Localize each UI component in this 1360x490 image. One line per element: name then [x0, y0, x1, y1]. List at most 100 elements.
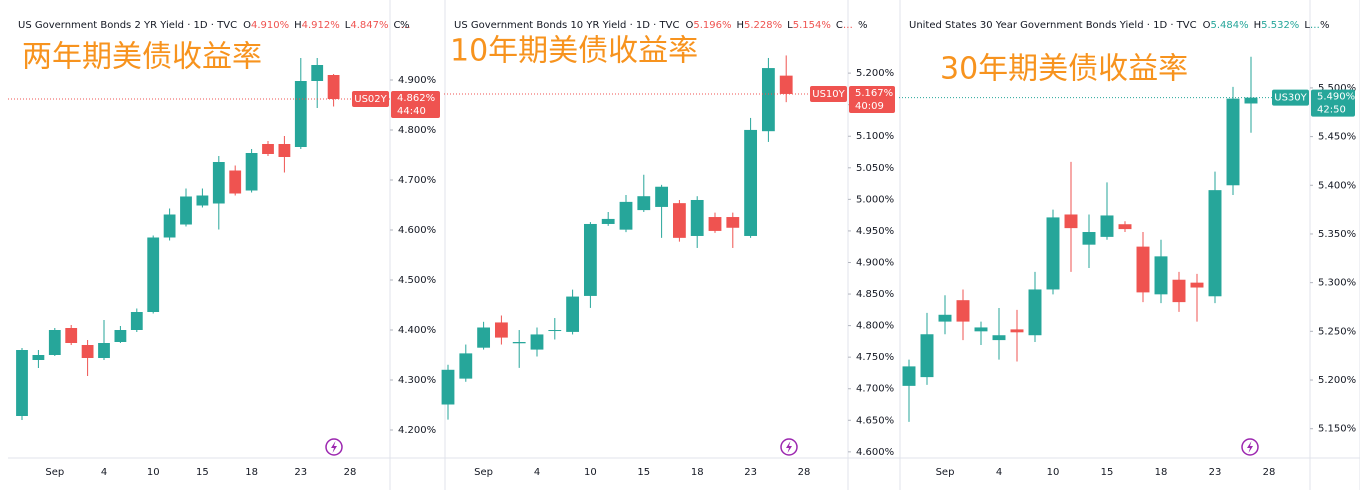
- candle-body: [81, 345, 94, 358]
- y-tick-label: 4.900%: [856, 257, 894, 268]
- candle-body: [512, 342, 526, 344]
- candle-body: [1064, 214, 1078, 229]
- event-icon-bolt: [331, 441, 337, 453]
- candle-body: [1136, 246, 1150, 293]
- candle-body: [902, 366, 916, 386]
- price-tag-bg: [1311, 89, 1355, 117]
- candle-body: [311, 65, 324, 81]
- legend-value: 4.847%: [350, 20, 388, 31]
- y-tick-label: 5.200%: [1318, 375, 1356, 386]
- x-tick-label: 28: [1263, 467, 1276, 478]
- legend-key: H: [736, 20, 744, 31]
- price-tag-bg: [391, 91, 440, 118]
- candle-body: [530, 334, 544, 350]
- legend-value: 5.484%: [1211, 20, 1249, 31]
- price-tag: 5.167%: [855, 88, 893, 99]
- x-tick-label: 4: [996, 467, 1002, 478]
- y-tick-label: 4.500%: [398, 275, 436, 286]
- candle-body: [441, 369, 455, 405]
- candle-body: [744, 129, 758, 236]
- x-tick-label: 18: [691, 467, 704, 478]
- candle-body: [992, 335, 1006, 341]
- candle-body: [637, 196, 651, 211]
- candle-body: [920, 334, 934, 378]
- candle-body: [229, 170, 242, 194]
- candle-body: [938, 314, 952, 322]
- legend-value: …: [1310, 20, 1320, 31]
- candle-body: [779, 75, 793, 94]
- legend-key: L: [345, 20, 351, 31]
- countdown: 42:50: [1317, 105, 1346, 116]
- axis-unit: %: [1320, 20, 1330, 31]
- candle-body: [761, 68, 775, 132]
- legend-value: 5.228%: [744, 20, 782, 31]
- chart-panel: US Government Bonds 2 YR Yield · 1D · TV…: [8, 0, 446, 490]
- candle-body: [1190, 282, 1204, 288]
- x-tick-label: 10: [1047, 467, 1060, 478]
- y-tick-label: 4.950%: [856, 226, 894, 237]
- candle-body: [956, 300, 970, 322]
- countdown: 44:40: [397, 106, 426, 117]
- chart-annotation: 30年期美债收益率: [940, 52, 1188, 87]
- chart-panel: US Government Bonds 10 YR Yield · 1D · T…: [441, 0, 901, 490]
- x-tick-label: 4: [534, 467, 540, 478]
- legend-key: H: [294, 20, 302, 31]
- legend-value: 4.912%: [302, 20, 340, 31]
- x-tick-label: Sep: [45, 467, 64, 478]
- candle-body: [114, 330, 127, 342]
- y-tick-label: 5.250%: [1318, 326, 1356, 337]
- symbol-tag-bg: [1272, 89, 1309, 106]
- candle-body: [672, 203, 686, 238]
- y-tick-label: 4.850%: [856, 289, 894, 300]
- candle-body: [163, 214, 176, 238]
- candle-body: [130, 312, 143, 330]
- legend-value: …: [843, 20, 853, 31]
- y-tick-label: 5.400%: [1318, 180, 1356, 191]
- y-tick-label: 4.700%: [856, 384, 894, 395]
- chart-annotation: 10年期美债收益率: [450, 34, 698, 69]
- candle-body: [601, 218, 615, 224]
- symbol-tag: US10Y: [812, 89, 845, 100]
- x-tick-label: 23: [294, 467, 307, 478]
- legend-value: …: [400, 20, 410, 31]
- chart-header: US Government Bonds 10 YR Yield · 1D · T…: [454, 20, 679, 31]
- candle-body: [477, 327, 491, 348]
- y-tick-label: 4.800%: [856, 321, 894, 332]
- legend-key: L: [1304, 20, 1310, 31]
- candle-body: [655, 186, 669, 207]
- x-tick-label: 18: [1155, 467, 1168, 478]
- candle-body: [262, 144, 274, 154]
- y-tick-label: 5.050%: [856, 163, 894, 174]
- candle-body: [327, 75, 340, 99]
- candle-body: [1118, 224, 1132, 230]
- candle-body: [708, 217, 722, 231]
- y-tick-label: 5.450%: [1318, 132, 1356, 143]
- x-tick-label: Sep: [474, 467, 493, 478]
- candle-body: [726, 217, 740, 228]
- y-tick-label: 5.300%: [1318, 278, 1356, 289]
- candle-body: [548, 330, 562, 332]
- chart-annotation: 两年期美债收益率: [22, 40, 262, 75]
- x-tick-label: 15: [637, 467, 650, 478]
- symbol-tag-bg: [352, 91, 389, 107]
- symbol-tag-bg: [810, 85, 847, 102]
- y-tick-label: 5.150%: [1318, 424, 1356, 435]
- y-tick-label: 4.650%: [856, 415, 894, 426]
- symbol-tag: US30Y: [1274, 93, 1307, 104]
- candle-body: [98, 343, 110, 358]
- candle-body: [1154, 256, 1168, 295]
- legend-value: 5.532%: [1261, 20, 1299, 31]
- candle-body: [65, 328, 78, 343]
- candle-body: [1010, 329, 1024, 333]
- x-tick-label: 10: [584, 467, 597, 478]
- candle-body: [1244, 97, 1258, 104]
- y-tick-label: 5.200%: [856, 68, 894, 79]
- candle-body: [245, 153, 258, 191]
- x-tick-label: 28: [798, 467, 811, 478]
- y-tick-label: 4.600%: [398, 225, 436, 236]
- candle-body: [459, 353, 473, 379]
- legend-key: H: [1254, 20, 1262, 31]
- x-tick-label: 23: [744, 467, 757, 478]
- candle-body: [494, 322, 508, 338]
